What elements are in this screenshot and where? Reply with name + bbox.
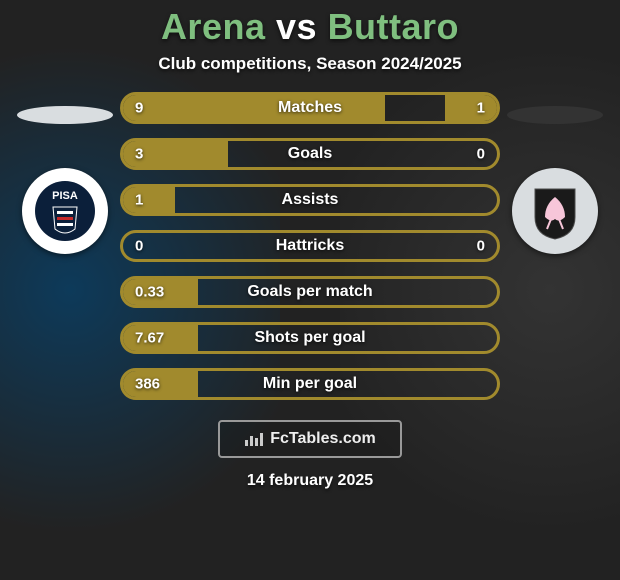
svg-text:PISA: PISA: [52, 190, 78, 202]
main-wrap: Arena vs Buttaro Club competitions, Seas…: [0, 0, 620, 580]
palermo-crest-icon: [523, 179, 587, 243]
brand-badge: FcTables.com: [218, 420, 402, 458]
left-player-ellipse: [17, 106, 113, 124]
stat-bar: 3Goals0: [120, 138, 500, 170]
stat-fill-right: [445, 95, 497, 121]
footer-date: 14 february 2025: [247, 472, 373, 490]
right-player-ellipse: [507, 106, 603, 124]
left-team-crest: PISA: [22, 168, 108, 254]
stat-fill-left: [123, 187, 175, 213]
stat-bar: 7.67Shots per goal: [120, 322, 500, 354]
stat-bar: 1Assists: [120, 184, 500, 216]
title-player-left: Arena: [161, 6, 266, 47]
stat-bar: 0Hattricks0: [120, 230, 500, 262]
subtitle: Club competitions, Season 2024/2025: [158, 54, 461, 74]
stat-fill-left: [123, 371, 198, 397]
stat-label: Hattricks: [123, 237, 497, 255]
stat-bar: 0.33Goals per match: [120, 276, 500, 308]
title-vs: vs: [276, 6, 317, 47]
stat-bar: 386Min per goal: [120, 368, 500, 400]
content-row: PISA 9Matches13Goals01Assists0Hattricks0…: [0, 92, 620, 400]
right-side: [500, 92, 610, 254]
left-side: PISA: [10, 92, 120, 254]
stat-fill-left: [123, 279, 198, 305]
stat-value-left: 0: [135, 238, 143, 255]
stat-fill-left: [123, 95, 385, 121]
stat-value-right: 0: [477, 146, 485, 163]
stats-bars: 9Matches13Goals01Assists0Hattricks00.33G…: [120, 92, 500, 400]
brand-text: FcTables.com: [270, 430, 376, 448]
stat-fill-left: [123, 325, 198, 351]
stat-fill-left: [123, 141, 228, 167]
stat-bar: 9Matches1: [120, 92, 500, 124]
brand-chart-icon: [244, 431, 264, 447]
pisa-crest-icon: PISA: [33, 179, 97, 243]
stat-value-right: 0: [477, 238, 485, 255]
right-team-crest: [512, 168, 598, 254]
title-player-right: Buttaro: [328, 6, 460, 47]
page-title: Arena vs Buttaro: [161, 6, 459, 48]
stat-label: Assists: [123, 191, 497, 209]
